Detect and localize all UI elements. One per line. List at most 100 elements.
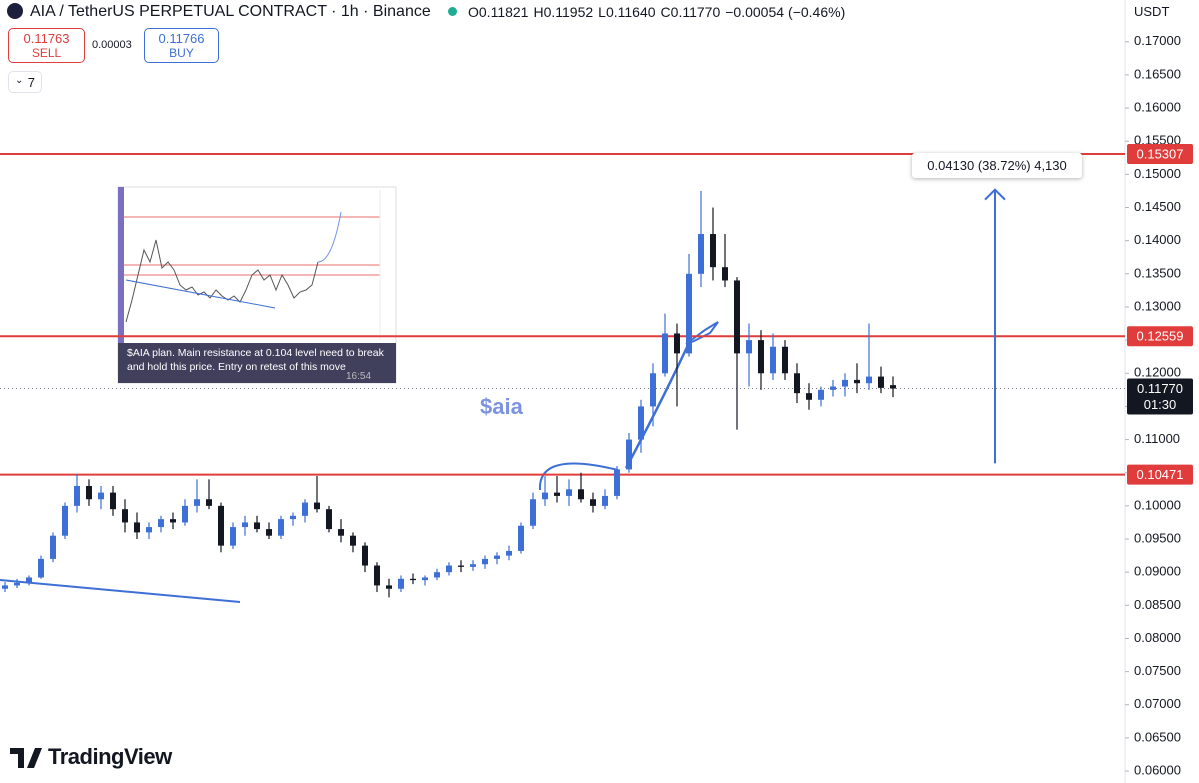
candle-body: [878, 376, 884, 388]
candle-body: [410, 578, 416, 581]
y-tick-label: 0.17000: [1134, 33, 1181, 48]
candle-body: [206, 499, 212, 506]
candle-body: [374, 565, 380, 586]
candle-body: [110, 492, 116, 510]
buy-button[interactable]: 0.11766 BUY: [144, 28, 219, 63]
level-label: 0.10471: [1137, 467, 1184, 482]
y-tick-label: 0.10000: [1134, 497, 1181, 512]
candle-body: [578, 489, 584, 500]
indicators-toggle[interactable]: ⌄ 7: [8, 71, 42, 93]
ohlc-key: H: [533, 4, 544, 20]
candle-body: [434, 572, 440, 578]
candle-body: [722, 267, 728, 281]
candle-body: [854, 379, 860, 384]
candle-body: [182, 505, 188, 523]
measure-arrow-head: [984, 188, 1006, 201]
y-tick-label: 0.09000: [1134, 564, 1181, 579]
candle-body: [686, 273, 692, 354]
candle-body: [230, 527, 236, 546]
y-tick-label: 0.16000: [1134, 100, 1181, 115]
candle-body: [590, 499, 596, 506]
ohlc-key: L: [598, 4, 606, 20]
candle-body: [386, 585, 392, 589]
indicators-count: 7: [27, 75, 35, 90]
sell-price: 0.11763: [23, 31, 70, 46]
candle-body: [134, 522, 140, 533]
candle-body: [146, 527, 152, 533]
candle-body: [674, 333, 680, 354]
candle-body: [194, 499, 200, 506]
trend-line: [0, 579, 241, 603]
trend-arrow: [624, 344, 690, 469]
candle-body: [350, 535, 356, 546]
inset-caption-bg: [118, 343, 396, 383]
candle-body: [758, 340, 764, 374]
chevron-icon: ⌄: [15, 75, 24, 86]
y-tick-label: 0.08000: [1134, 630, 1181, 645]
inset-image: [117, 186, 397, 384]
candle-body: [338, 529, 344, 536]
candle-body: [398, 578, 404, 589]
ohlc-value: 0.11952: [543, 4, 594, 20]
y-tick-label: 0.13500: [1134, 265, 1181, 280]
candle-body: [614, 469, 620, 496]
candle-body: [158, 519, 164, 528]
symbol-icon: [7, 3, 23, 19]
inset-edge: [118, 187, 124, 343]
candle-body: [638, 406, 644, 440]
last-price-tag: [1127, 378, 1193, 415]
candle-body: [866, 376, 872, 384]
ohlc-legend: O0.11821 H0.11952 L0.11640 C0.11770 −0.00054…: [468, 4, 845, 20]
ohlc-key: O: [468, 4, 479, 20]
candle-body: [470, 564, 476, 567]
candle-body: [422, 577, 428, 581]
ohlc-key: C: [660, 4, 671, 20]
candle-body: [266, 529, 272, 536]
currency[interactable]: USDT: [1134, 4, 1170, 19]
candle-body: [662, 333, 668, 374]
candle-body: [458, 565, 464, 567]
candle-body: [50, 535, 56, 559]
inset-price: [125, 239, 319, 323]
candle-body: [530, 499, 536, 526]
candle-body: [602, 495, 608, 506]
sell-button[interactable]: 0.11763 SELL: [8, 28, 85, 63]
bracket-drawing: [538, 462, 619, 491]
spread: 0.00003: [92, 39, 132, 51]
level-tag: [1127, 464, 1193, 485]
measure-label: 0.04130 (38.72%) 4,130: [912, 152, 1082, 178]
candle-body: [86, 485, 92, 500]
candle-body: [170, 519, 176, 523]
candle-body: [734, 280, 740, 354]
candle-body: [98, 492, 104, 500]
candle-body: [14, 582, 20, 586]
candle-body: [890, 385, 896, 389]
y-tick-label: 0.12000: [1134, 365, 1181, 380]
candle-body: [842, 379, 848, 387]
y-tick-label: 0.16500: [1134, 66, 1181, 81]
ohlc-value: 0.11640: [605, 4, 656, 20]
inset-time: 16:54: [346, 371, 372, 382]
y-tick-label: 0.07500: [1134, 663, 1181, 678]
market-status: [448, 7, 457, 16]
ohlc-value: 0.11821: [478, 4, 529, 20]
candle-body: [494, 555, 500, 559]
y-tick-label: 0.07000: [1134, 696, 1181, 711]
candle-body: [122, 509, 128, 523]
candle-body: [74, 485, 80, 506]
candle-body: [818, 389, 824, 400]
candle-body: [770, 346, 776, 374]
y-tick-label: 0.06500: [1134, 729, 1181, 744]
candle-body: [242, 522, 248, 528]
y-tick-label: 0.08500: [1134, 597, 1181, 612]
candle-body: [482, 558, 488, 565]
candle-body: [782, 346, 788, 374]
inset-arrow: [317, 211, 342, 263]
y-tick-label: 0.14500: [1134, 199, 1181, 214]
y-tick-label: 0.15000: [1134, 166, 1181, 181]
last-price-label: 0.11770: [1137, 381, 1183, 396]
logo-icon: [10, 748, 42, 768]
brand: TradingView: [48, 744, 172, 769]
level-tag: [1127, 144, 1193, 165]
